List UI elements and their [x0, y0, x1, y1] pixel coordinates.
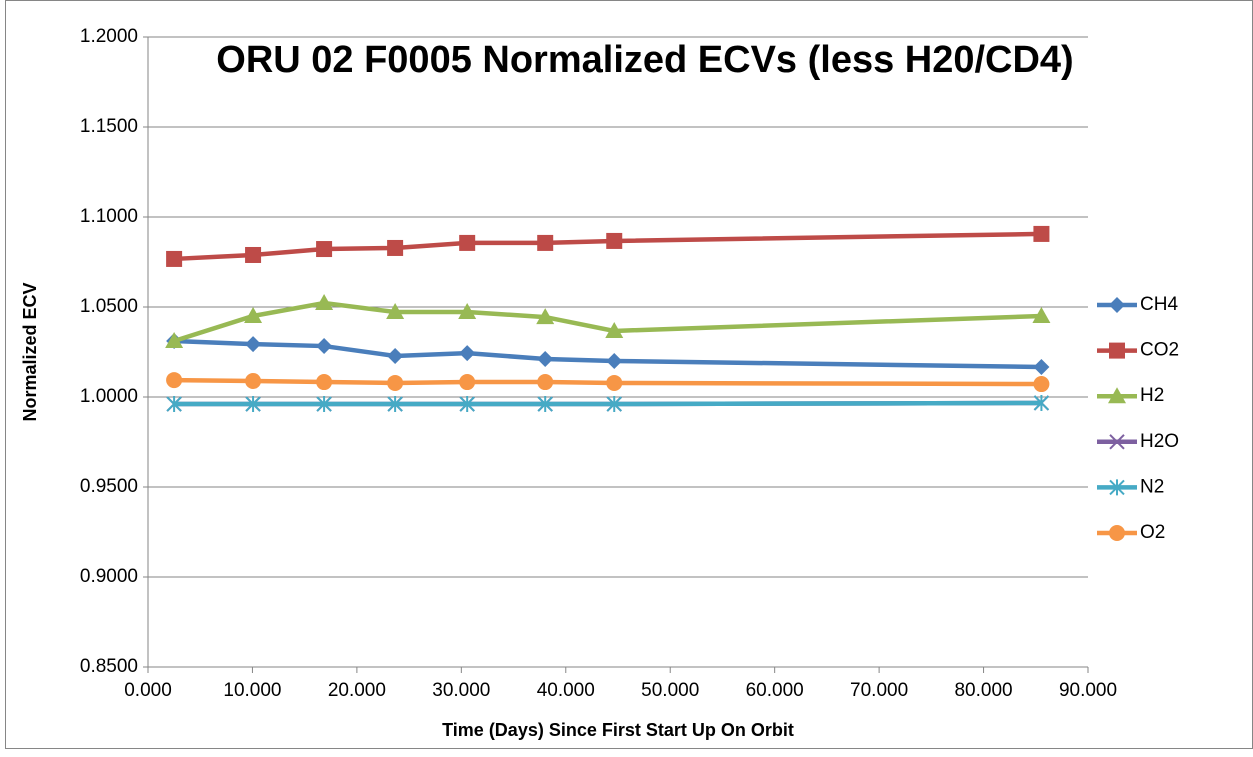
- y-tick-label: 1.2000: [80, 26, 138, 47]
- data-point: [245, 246, 262, 263]
- data-point: [459, 374, 476, 391]
- data-point: [315, 294, 334, 311]
- data-point: [387, 239, 404, 256]
- data-point: [244, 307, 263, 323]
- legend-label: N2: [1140, 476, 1164, 497]
- legend-marker: [1109, 342, 1125, 359]
- data-point: [605, 321, 624, 338]
- data-point: [537, 396, 553, 413]
- data-point: [245, 396, 261, 413]
- legend-label: H2: [1140, 385, 1164, 406]
- data-point: [537, 234, 554, 251]
- x-tick-label: 30.000: [432, 680, 490, 701]
- data-point: [459, 345, 476, 362]
- legend-marker: [1109, 297, 1125, 313]
- chart-title: ORU 02 F0005 Normalized ECVs (less H20/C…: [216, 39, 1073, 81]
- y-tick-label: 1.0500: [80, 296, 138, 317]
- x-tick-label: 50.000: [641, 680, 699, 701]
- x-tick-label: 20.000: [328, 680, 386, 701]
- y-tick-label: 0.9000: [80, 566, 138, 587]
- data-point: [387, 374, 404, 391]
- series-line: [173, 300, 1042, 344]
- x-tick-label: 70.000: [850, 680, 908, 701]
- x-tick-label: 90.000: [1059, 680, 1117, 701]
- data-point: [537, 374, 554, 391]
- data-point: [165, 332, 184, 349]
- data-point: [316, 338, 333, 355]
- y-tick-label: 0.8500: [80, 656, 138, 677]
- data-point: [387, 347, 404, 364]
- data-point: [1033, 358, 1050, 375]
- x-tick-label: 0.000: [124, 680, 172, 701]
- series-line: [173, 231, 1042, 262]
- series-line: [174, 377, 1042, 387]
- data-point: [245, 372, 262, 389]
- data-point: [166, 396, 182, 413]
- data-point: [316, 241, 333, 258]
- data-point: [245, 336, 262, 353]
- data-point: [387, 396, 403, 413]
- data-point: [166, 250, 183, 267]
- legend-marker: [1109, 479, 1125, 496]
- data-point: [1033, 394, 1050, 411]
- legend-marker: [1109, 525, 1125, 541]
- data-point: [606, 396, 622, 413]
- data-point: [166, 372, 183, 389]
- data-point: [1033, 376, 1050, 393]
- legend-marker: [1108, 387, 1126, 404]
- legend-label: CH4: [1140, 294, 1178, 315]
- legend-marker: [1109, 434, 1125, 450]
- legend-label: CO2: [1140, 340, 1179, 361]
- legend-label: O2: [1140, 522, 1165, 543]
- series-line: [174, 338, 1042, 370]
- data-point: [1032, 307, 1051, 323]
- data-point: [316, 374, 333, 391]
- y-tick-label: 1.0000: [80, 386, 138, 407]
- data-point: [386, 303, 405, 320]
- x-tick-label: 60.000: [746, 680, 804, 701]
- data-point: [458, 303, 477, 320]
- series-line: [174, 400, 1042, 407]
- data-point: [606, 374, 623, 391]
- x-tick-label: 80.000: [954, 680, 1012, 701]
- x-tick-label: 40.000: [537, 680, 595, 701]
- chart-border: [5, 0, 1253, 749]
- data-point: [606, 232, 623, 249]
- data-point: [536, 308, 555, 325]
- x-axis-title: Time (Days) Since First Start Up On Orbi…: [442, 720, 794, 740]
- data-point: [459, 396, 475, 413]
- x-tick-label: 10.000: [223, 680, 281, 701]
- y-axis-title: Normalized ECV: [20, 282, 40, 421]
- data-point: [537, 351, 554, 368]
- data-point: [1033, 225, 1050, 242]
- data-point: [316, 396, 332, 413]
- y-tick-label: 1.1000: [80, 206, 138, 227]
- y-tick-label: 1.1500: [80, 116, 138, 137]
- legend-label: H2O: [1140, 431, 1179, 452]
- data-point: [459, 234, 476, 251]
- y-tick-label: 0.9500: [80, 476, 138, 497]
- data-point: [606, 353, 623, 369]
